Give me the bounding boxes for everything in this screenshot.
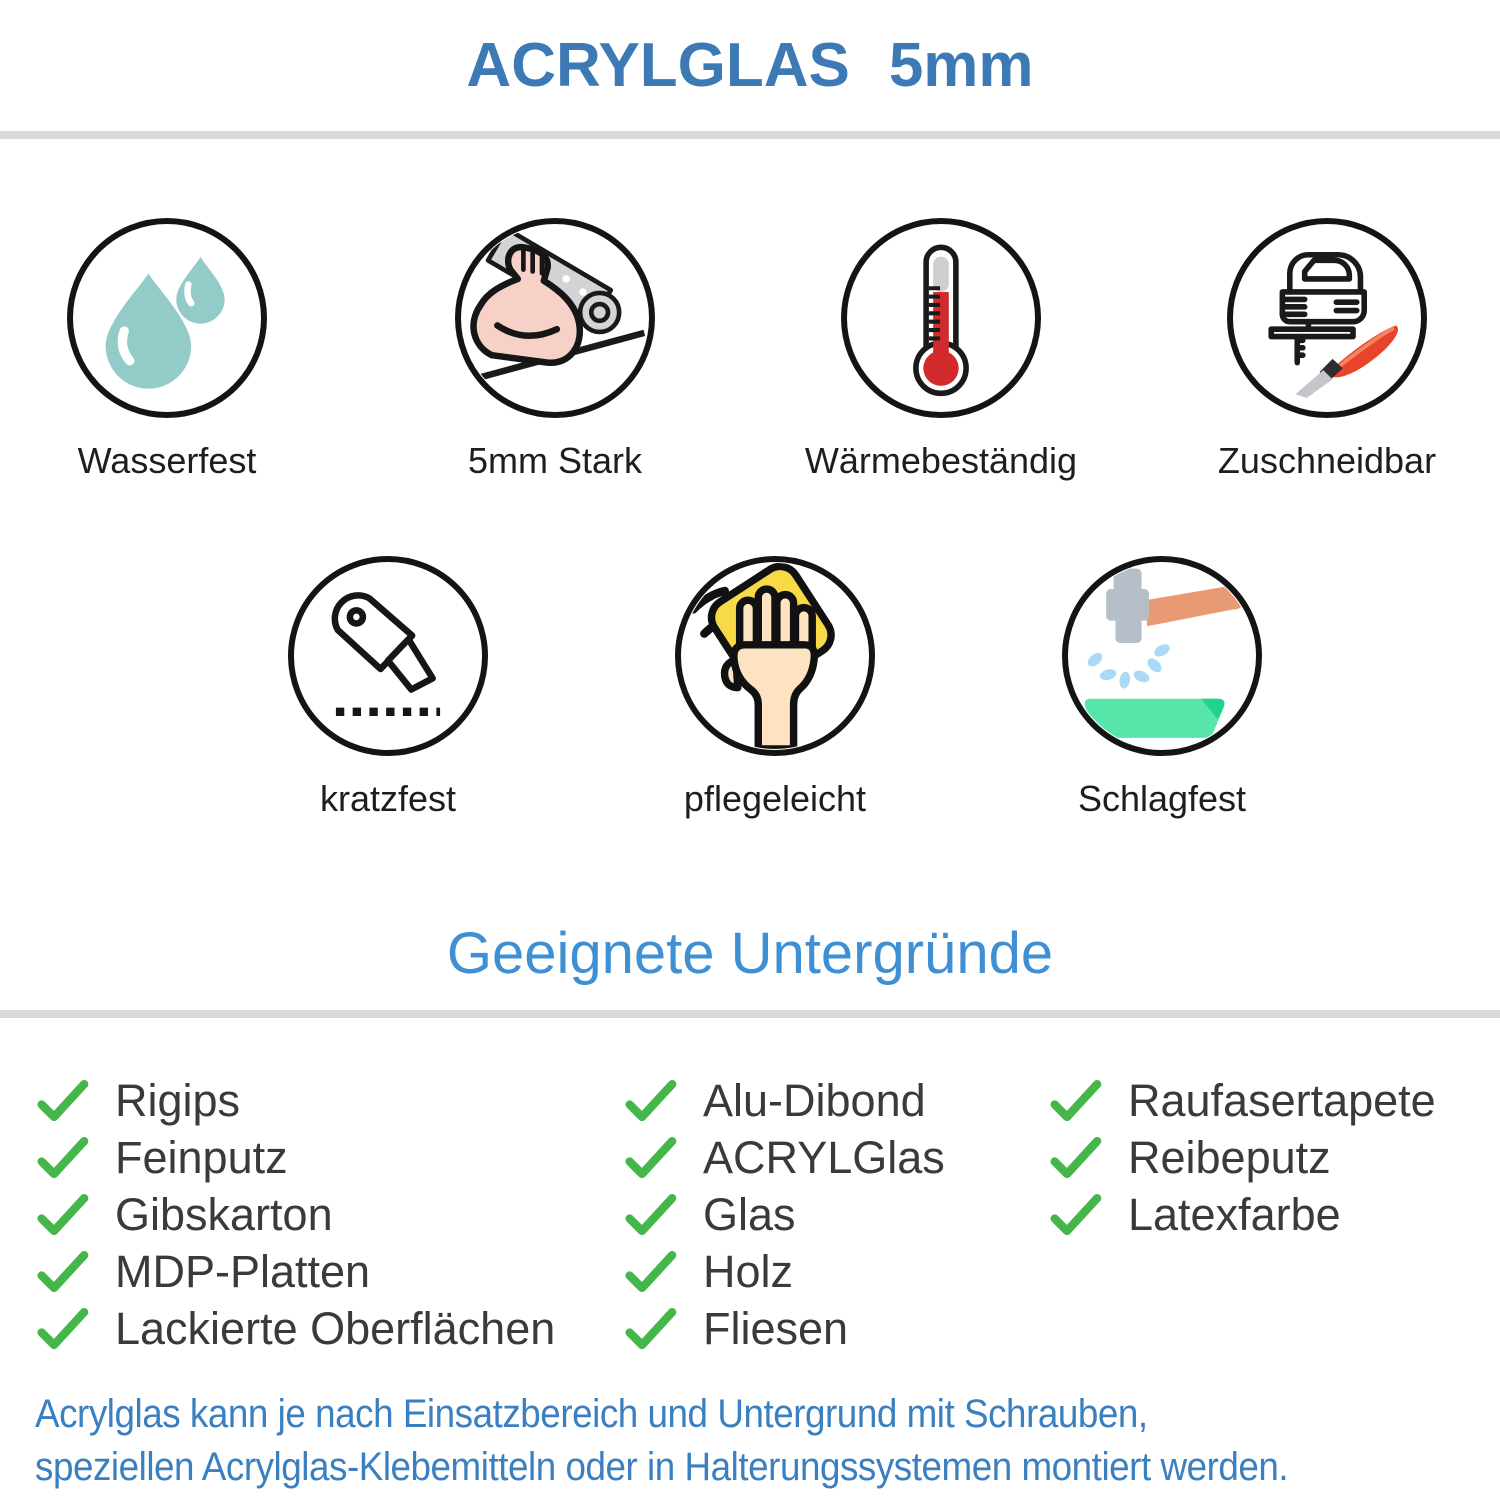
check-icon — [625, 1250, 677, 1292]
substrate-label: Rigips — [115, 1074, 241, 1126]
check-icon — [1050, 1079, 1102, 1121]
substrate-label: Reibeputz — [1128, 1131, 1331, 1183]
feature-label: Wärmebeständig — [804, 440, 1078, 481]
feature-label: Wasserfest — [77, 440, 257, 481]
icon-clip — [462, 225, 648, 411]
feature-wasserfest: Wasserfest — [67, 218, 267, 482]
substrate-item: Glas — [623, 1186, 945, 1243]
feature-label: Zuschneidbar — [1217, 440, 1437, 481]
substrate-item: Rigips — [35, 1072, 555, 1129]
check-icon — [625, 1307, 677, 1349]
feature-label: kratzfest — [319, 778, 457, 819]
icon-clip — [74, 225, 260, 411]
feature-label: pflegeleicht — [683, 778, 867, 819]
substrate-column-1: Rigips Feinputz Gibskarton MDP-Platten L… — [35, 1072, 555, 1357]
check-icon — [37, 1136, 89, 1178]
substrate-label: Latexfarbe — [1128, 1188, 1341, 1240]
icon-clip — [682, 563, 868, 749]
wiping-hand-icon — [688, 563, 835, 749]
substrate-label: Feinputz — [115, 1131, 288, 1183]
substrate-column-2: Alu-Dibond ACRYLGlas Glas Holz Fliesen — [623, 1072, 945, 1357]
feature-circle — [67, 218, 267, 418]
substrate-item: Reibeputz — [1048, 1129, 1436, 1186]
feature-waermebestaendig: Wärmebeständig — [805, 218, 1077, 482]
jigsaw-icon — [1268, 251, 1398, 398]
substrate-label: ACRYLGlas — [703, 1131, 945, 1183]
substrate-item: Holz — [623, 1243, 945, 1300]
feature-label: Schlagfest — [1077, 778, 1247, 819]
feature-zuschneidbar: Zuschneidbar — [1218, 218, 1436, 482]
check-icon — [625, 1079, 677, 1121]
feature-circle — [675, 556, 875, 756]
footer-line-2: speziellen Acrylglas-Klebemitteln oder i… — [35, 1445, 1289, 1489]
footer-line-1: Acrylglas kann je nach Einsatzbereich un… — [35, 1392, 1148, 1436]
feature-circle — [841, 218, 1041, 418]
substrate-item: Fliesen — [623, 1300, 945, 1357]
check-icon — [37, 1307, 89, 1349]
substrate-label: Alu-Dibond — [703, 1074, 926, 1126]
icon-clip — [848, 225, 1034, 411]
thermometer-icon — [913, 244, 969, 397]
feature-circle — [455, 218, 655, 418]
feature-circle — [1062, 556, 1262, 756]
substrate-item: Alu-Dibond — [623, 1072, 945, 1129]
substrate-label: Holz — [703, 1245, 794, 1297]
icon-clip — [295, 563, 481, 749]
substrate-item: Latexfarbe — [1048, 1186, 1436, 1243]
divider-top — [0, 131, 1500, 139]
footer-note: Acrylglas kann je nach Einsatzbereich un… — [35, 1388, 1289, 1494]
substrate-item: Gibskarton — [35, 1186, 555, 1243]
check-icon — [1050, 1136, 1102, 1178]
page-title: ACRYLGLAS 5mm — [466, 31, 1034, 100]
strong-arm-icon — [464, 226, 646, 385]
check-icon — [37, 1193, 89, 1235]
divider-middle — [0, 1010, 1500, 1018]
substrate-label: Gibskarton — [115, 1188, 333, 1240]
check-icon — [1050, 1193, 1102, 1235]
feature-5mm-stark: 5mm Stark — [455, 218, 655, 482]
check-icon — [625, 1193, 677, 1235]
water-drops-icon — [105, 256, 225, 389]
check-icon — [37, 1079, 89, 1121]
check-icon — [37, 1250, 89, 1292]
substrate-label: Raufasertapete — [1128, 1074, 1436, 1126]
hammer-icon — [1084, 568, 1244, 738]
substrate-label: Fliesen — [703, 1302, 849, 1354]
feature-circle — [1227, 218, 1427, 418]
substrate-item: Feinputz — [35, 1129, 555, 1186]
substrate-label: Lackierte Oberflächen — [115, 1302, 556, 1354]
substrate-item: Raufasertapete — [1048, 1072, 1436, 1129]
check-icon — [625, 1136, 677, 1178]
feature-pflegeleicht: pflegeleicht — [675, 556, 875, 820]
substrate-label: MDP-Platten — [115, 1245, 371, 1297]
substrate-item: ACRYLGlas — [623, 1129, 945, 1186]
feature-label: 5mm Stark — [467, 440, 643, 481]
utility-knife-icon — [331, 592, 441, 716]
feature-kratzfest: kratzfest — [288, 556, 488, 820]
feature-circle — [288, 556, 488, 756]
icon-clip — [1234, 225, 1420, 411]
substrate-column-3: Raufasertapete Reibeputz Latexfarbe — [1048, 1072, 1436, 1243]
substrate-item: MDP-Platten — [35, 1243, 555, 1300]
section-heading: Geeignete Untergründe — [446, 921, 1054, 986]
substrate-label: Glas — [703, 1188, 796, 1240]
icon-clip — [1069, 563, 1255, 749]
substrate-item: Lackierte Oberflächen — [35, 1300, 555, 1357]
feature-schlagfest: Schlagfest — [1062, 556, 1262, 820]
